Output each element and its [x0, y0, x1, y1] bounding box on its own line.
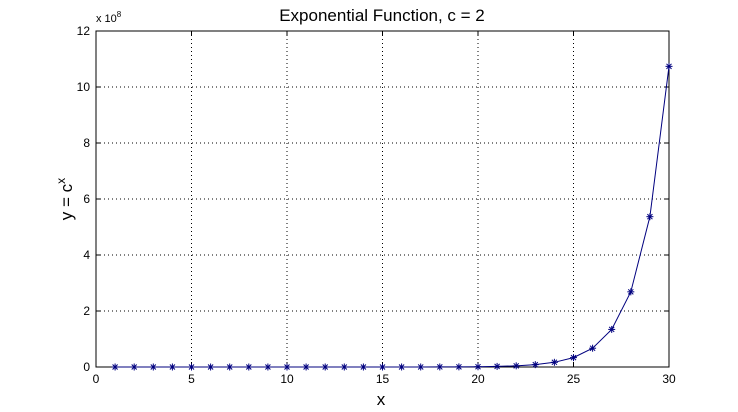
y-tick-label: 6 [83, 192, 90, 206]
data-point-marker [474, 363, 482, 371]
data-point-marker [264, 363, 272, 371]
data-series [111, 62, 673, 371]
x-axis-label: x [377, 390, 386, 409]
grid-lines [96, 31, 669, 367]
x-tick-labels: 0 5 10 15 20 25 30 [93, 372, 676, 386]
data-point-marker [455, 363, 463, 371]
data-point-marker [417, 363, 425, 371]
data-point-marker [608, 325, 616, 333]
data-point-marker [226, 363, 234, 371]
data-point-marker [646, 213, 654, 221]
x-tick-label: 0 [93, 372, 100, 386]
x-tick-label: 30 [662, 372, 676, 386]
data-point-marker [531, 361, 539, 369]
x-tick-label: 25 [567, 372, 581, 386]
data-point-marker [302, 363, 310, 371]
data-point-marker [188, 363, 195, 371]
data-point-marker [321, 363, 329, 371]
data-point-marker [149, 363, 157, 371]
data-point-marker [436, 363, 444, 371]
data-point-marker [398, 363, 406, 371]
y-tick-label: 8 [83, 136, 90, 150]
x-tick-label: 15 [376, 372, 390, 386]
data-point-marker [665, 62, 673, 70]
data-point-marker [130, 363, 138, 371]
y-tick-label: 10 [77, 80, 91, 94]
data-point-marker [168, 363, 176, 371]
data-point-marker [111, 363, 119, 371]
y-tick-labels: 0 2 4 6 8 10 12 [77, 24, 91, 374]
data-point-marker [283, 363, 291, 371]
data-point-marker [512, 362, 520, 370]
data-point-marker [340, 363, 348, 371]
data-point-marker [245, 363, 253, 371]
data-point-marker [359, 363, 367, 371]
y-tick-label: 0 [83, 360, 90, 374]
data-point-marker [379, 363, 386, 371]
data-point-marker [207, 363, 215, 371]
data-point-marker [570, 354, 577, 362]
x-tick-label: 5 [188, 372, 195, 386]
x-tick-label: 10 [280, 372, 294, 386]
x-tick-label: 20 [471, 372, 485, 386]
data-point-marker [493, 362, 501, 370]
y-multiplier-label: x 108 [96, 10, 122, 25]
y-axis-label: y = cx [54, 178, 76, 220]
y-tick-label: 4 [83, 248, 90, 262]
chart-title: Exponential Function, c = 2 [279, 6, 485, 25]
data-point-marker [627, 288, 635, 296]
y-tick-label: 2 [83, 304, 90, 318]
data-point-marker [550, 358, 558, 366]
y-tick-label: 12 [77, 24, 91, 38]
data-point-marker [589, 344, 597, 352]
